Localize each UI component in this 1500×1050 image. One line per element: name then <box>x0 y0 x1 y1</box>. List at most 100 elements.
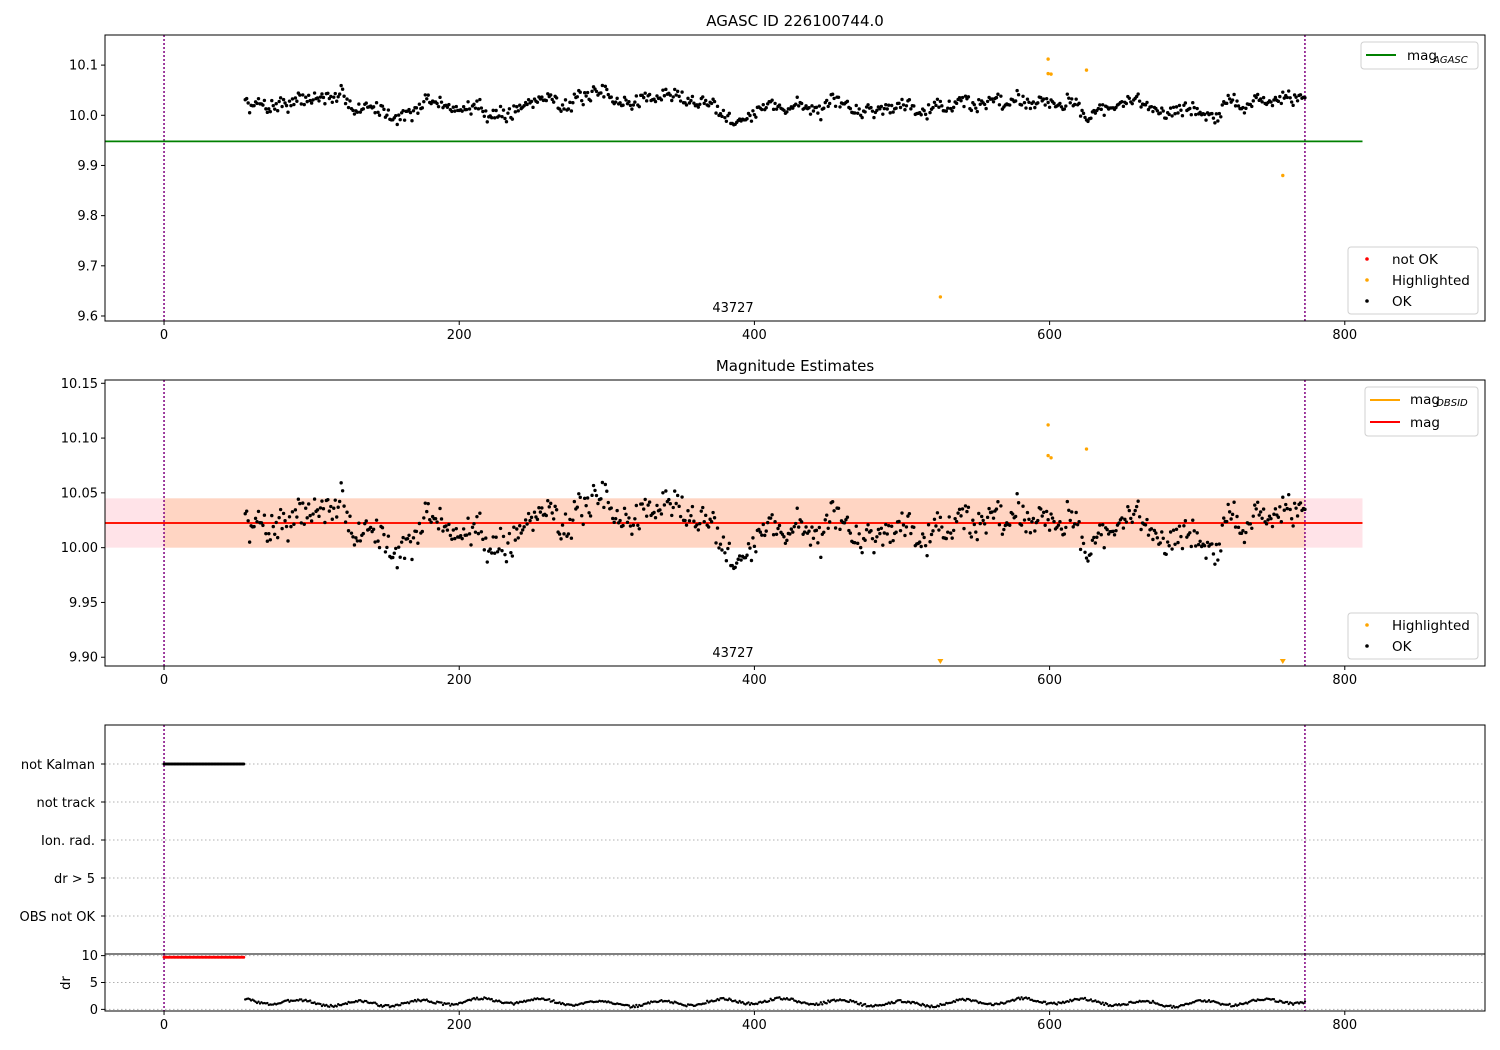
ok-point <box>612 520 616 525</box>
ok-point <box>357 521 361 525</box>
ok-point <box>1219 549 1223 553</box>
ok-point <box>866 523 870 527</box>
ok-point <box>963 94 968 98</box>
ok-point <box>277 99 281 104</box>
ok-point <box>1134 504 1139 509</box>
ok-point <box>1217 111 1222 116</box>
ok-point <box>1202 112 1207 117</box>
ok-point <box>600 480 605 485</box>
ok-point <box>1261 95 1266 100</box>
ok-point <box>1124 101 1129 106</box>
ok-point <box>602 95 606 99</box>
ok-point <box>904 104 909 108</box>
ok-point <box>1250 104 1254 109</box>
ok-point <box>450 109 454 114</box>
ok-point <box>1136 499 1140 503</box>
ok-point <box>1068 101 1072 105</box>
ok-point <box>1266 518 1270 522</box>
ok-point <box>746 542 751 546</box>
ok-point <box>507 107 512 111</box>
ok-point <box>1279 101 1284 106</box>
dr-point <box>632 1004 635 1007</box>
y-tick-label: 10 <box>81 949 98 964</box>
ok-point <box>844 518 848 522</box>
ok-point <box>628 103 633 108</box>
ok-point <box>668 93 672 97</box>
ok-point <box>1133 508 1137 513</box>
ok-point <box>380 526 385 530</box>
ok-point <box>765 520 770 525</box>
ok-point <box>823 518 827 522</box>
x-tick-label: 0 <box>160 1018 168 1033</box>
ok-point <box>882 106 886 111</box>
ok-point <box>1136 92 1140 96</box>
ok-point <box>792 524 796 529</box>
ok-point <box>526 97 531 102</box>
ok-point <box>535 100 540 105</box>
ok-point <box>361 531 365 536</box>
dr-point <box>748 1003 752 1006</box>
dr-point <box>832 998 836 1001</box>
ok-point <box>1164 116 1168 121</box>
legend-ok-label: OK <box>1392 639 1413 655</box>
ok-point <box>1040 514 1044 518</box>
ok-point <box>551 517 556 521</box>
ok-point <box>355 539 360 543</box>
ok-point <box>470 525 475 529</box>
dr-point <box>415 1000 418 1003</box>
ok-point <box>751 536 755 540</box>
ok-point <box>1289 517 1294 521</box>
dr-point <box>818 1003 821 1006</box>
dr-point <box>734 999 737 1002</box>
ok-point <box>814 528 819 533</box>
ok-point <box>311 512 315 516</box>
ok-point <box>476 107 481 111</box>
legend-mag-obsid-label: mag <box>1410 392 1440 408</box>
ok-point <box>881 543 885 547</box>
ok-point <box>345 510 349 514</box>
ok-point <box>929 532 934 537</box>
ok-point <box>1013 99 1018 103</box>
ok-point <box>618 101 622 105</box>
dr-point <box>531 998 535 1002</box>
ok-point <box>997 523 1002 527</box>
ok-point <box>482 548 487 552</box>
dr-point <box>919 1004 923 1007</box>
ok-point <box>643 91 647 95</box>
ok-point <box>472 102 476 107</box>
dr-point <box>308 999 312 1002</box>
ok-point <box>550 97 554 102</box>
ok-point <box>554 508 559 512</box>
ok-point <box>644 99 649 103</box>
ok-point <box>1092 108 1096 113</box>
dr-point <box>328 1005 331 1008</box>
ok-point <box>822 530 826 535</box>
highlighted-point <box>1046 71 1050 76</box>
ok-point <box>522 525 526 529</box>
ok-point <box>1145 100 1149 105</box>
dr-point <box>899 998 902 1002</box>
ok-point <box>951 528 956 533</box>
ok-point <box>774 107 779 111</box>
ok-point <box>309 101 314 105</box>
ok-point <box>667 497 671 502</box>
ok-point <box>461 527 466 531</box>
ok-point <box>395 122 399 127</box>
ok-point <box>680 495 684 499</box>
ok-point <box>433 516 438 521</box>
ok-point <box>491 108 495 113</box>
ok-point <box>733 565 737 570</box>
ok-point <box>960 507 965 511</box>
y-tick-label: 5 <box>90 976 98 991</box>
ok-point <box>606 500 610 505</box>
ok-point <box>475 514 479 519</box>
ok-point <box>825 513 829 517</box>
ok-point <box>588 99 593 103</box>
ok-point <box>975 109 979 114</box>
ok-point <box>420 529 425 534</box>
ok-point <box>546 92 550 96</box>
ok-point <box>857 532 861 536</box>
ok-point <box>1294 95 1298 99</box>
highlighted-point <box>1049 72 1053 76</box>
ok-point <box>1189 544 1193 549</box>
